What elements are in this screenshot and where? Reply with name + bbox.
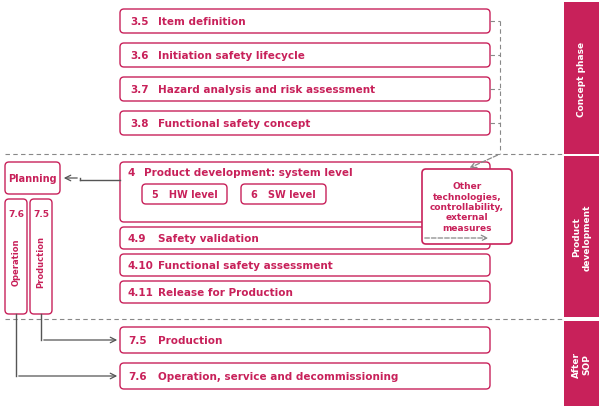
Bar xyxy=(564,3,599,155)
Text: Functional safety concept: Functional safety concept xyxy=(158,119,311,129)
FancyBboxPatch shape xyxy=(142,184,227,204)
FancyBboxPatch shape xyxy=(120,281,490,303)
FancyBboxPatch shape xyxy=(422,170,512,245)
Text: 4.10: 4.10 xyxy=(128,261,154,270)
Text: Planning: Planning xyxy=(8,173,57,184)
FancyBboxPatch shape xyxy=(120,254,490,276)
Text: Product
development: Product development xyxy=(572,204,591,270)
Text: Item definition: Item definition xyxy=(158,17,246,27)
Bar xyxy=(564,157,599,317)
FancyBboxPatch shape xyxy=(120,327,490,353)
FancyBboxPatch shape xyxy=(5,163,60,195)
FancyBboxPatch shape xyxy=(5,200,27,314)
Text: Production: Production xyxy=(158,335,222,345)
Text: Concept phase: Concept phase xyxy=(577,41,586,116)
FancyBboxPatch shape xyxy=(120,163,490,222)
Text: Functional safety assessment: Functional safety assessment xyxy=(158,261,333,270)
Text: Product development: system level: Product development: system level xyxy=(144,168,353,178)
FancyBboxPatch shape xyxy=(120,112,490,136)
Text: Safety validation: Safety validation xyxy=(158,234,259,243)
Text: 6   SW level: 6 SW level xyxy=(251,189,316,200)
Text: 7.5: 7.5 xyxy=(128,335,147,345)
Text: 7.6: 7.6 xyxy=(128,371,147,381)
Text: 4.11: 4.11 xyxy=(128,287,154,297)
Text: 4: 4 xyxy=(128,168,135,178)
Text: 3.5: 3.5 xyxy=(130,17,149,27)
Text: 3.8: 3.8 xyxy=(130,119,149,129)
Text: Operation, service and decommissioning: Operation, service and decommissioning xyxy=(158,371,399,381)
FancyBboxPatch shape xyxy=(241,184,326,204)
Bar xyxy=(564,321,599,406)
Text: Production: Production xyxy=(37,236,46,288)
Text: Hazard analysis and risk assessment: Hazard analysis and risk assessment xyxy=(158,85,375,95)
Text: 5   HW level: 5 HW level xyxy=(152,189,217,200)
Text: 7.6: 7.6 xyxy=(8,209,24,218)
FancyBboxPatch shape xyxy=(120,78,490,102)
Text: 7.5: 7.5 xyxy=(33,209,49,218)
FancyBboxPatch shape xyxy=(120,10,490,34)
Text: After
SOP: After SOP xyxy=(572,351,591,377)
FancyBboxPatch shape xyxy=(30,200,52,314)
Text: 4.9: 4.9 xyxy=(128,234,146,243)
Text: Release for Production: Release for Production xyxy=(158,287,293,297)
Text: Initiation safety lifecycle: Initiation safety lifecycle xyxy=(158,51,305,61)
FancyBboxPatch shape xyxy=(120,44,490,68)
FancyBboxPatch shape xyxy=(120,363,490,389)
Text: 3.7: 3.7 xyxy=(130,85,149,95)
FancyBboxPatch shape xyxy=(120,227,490,249)
Text: Operation: Operation xyxy=(11,238,20,285)
Text: Other
technologies,
controllability,
external
measures: Other technologies, controllability, ext… xyxy=(430,182,504,232)
Text: 3.6: 3.6 xyxy=(130,51,149,61)
